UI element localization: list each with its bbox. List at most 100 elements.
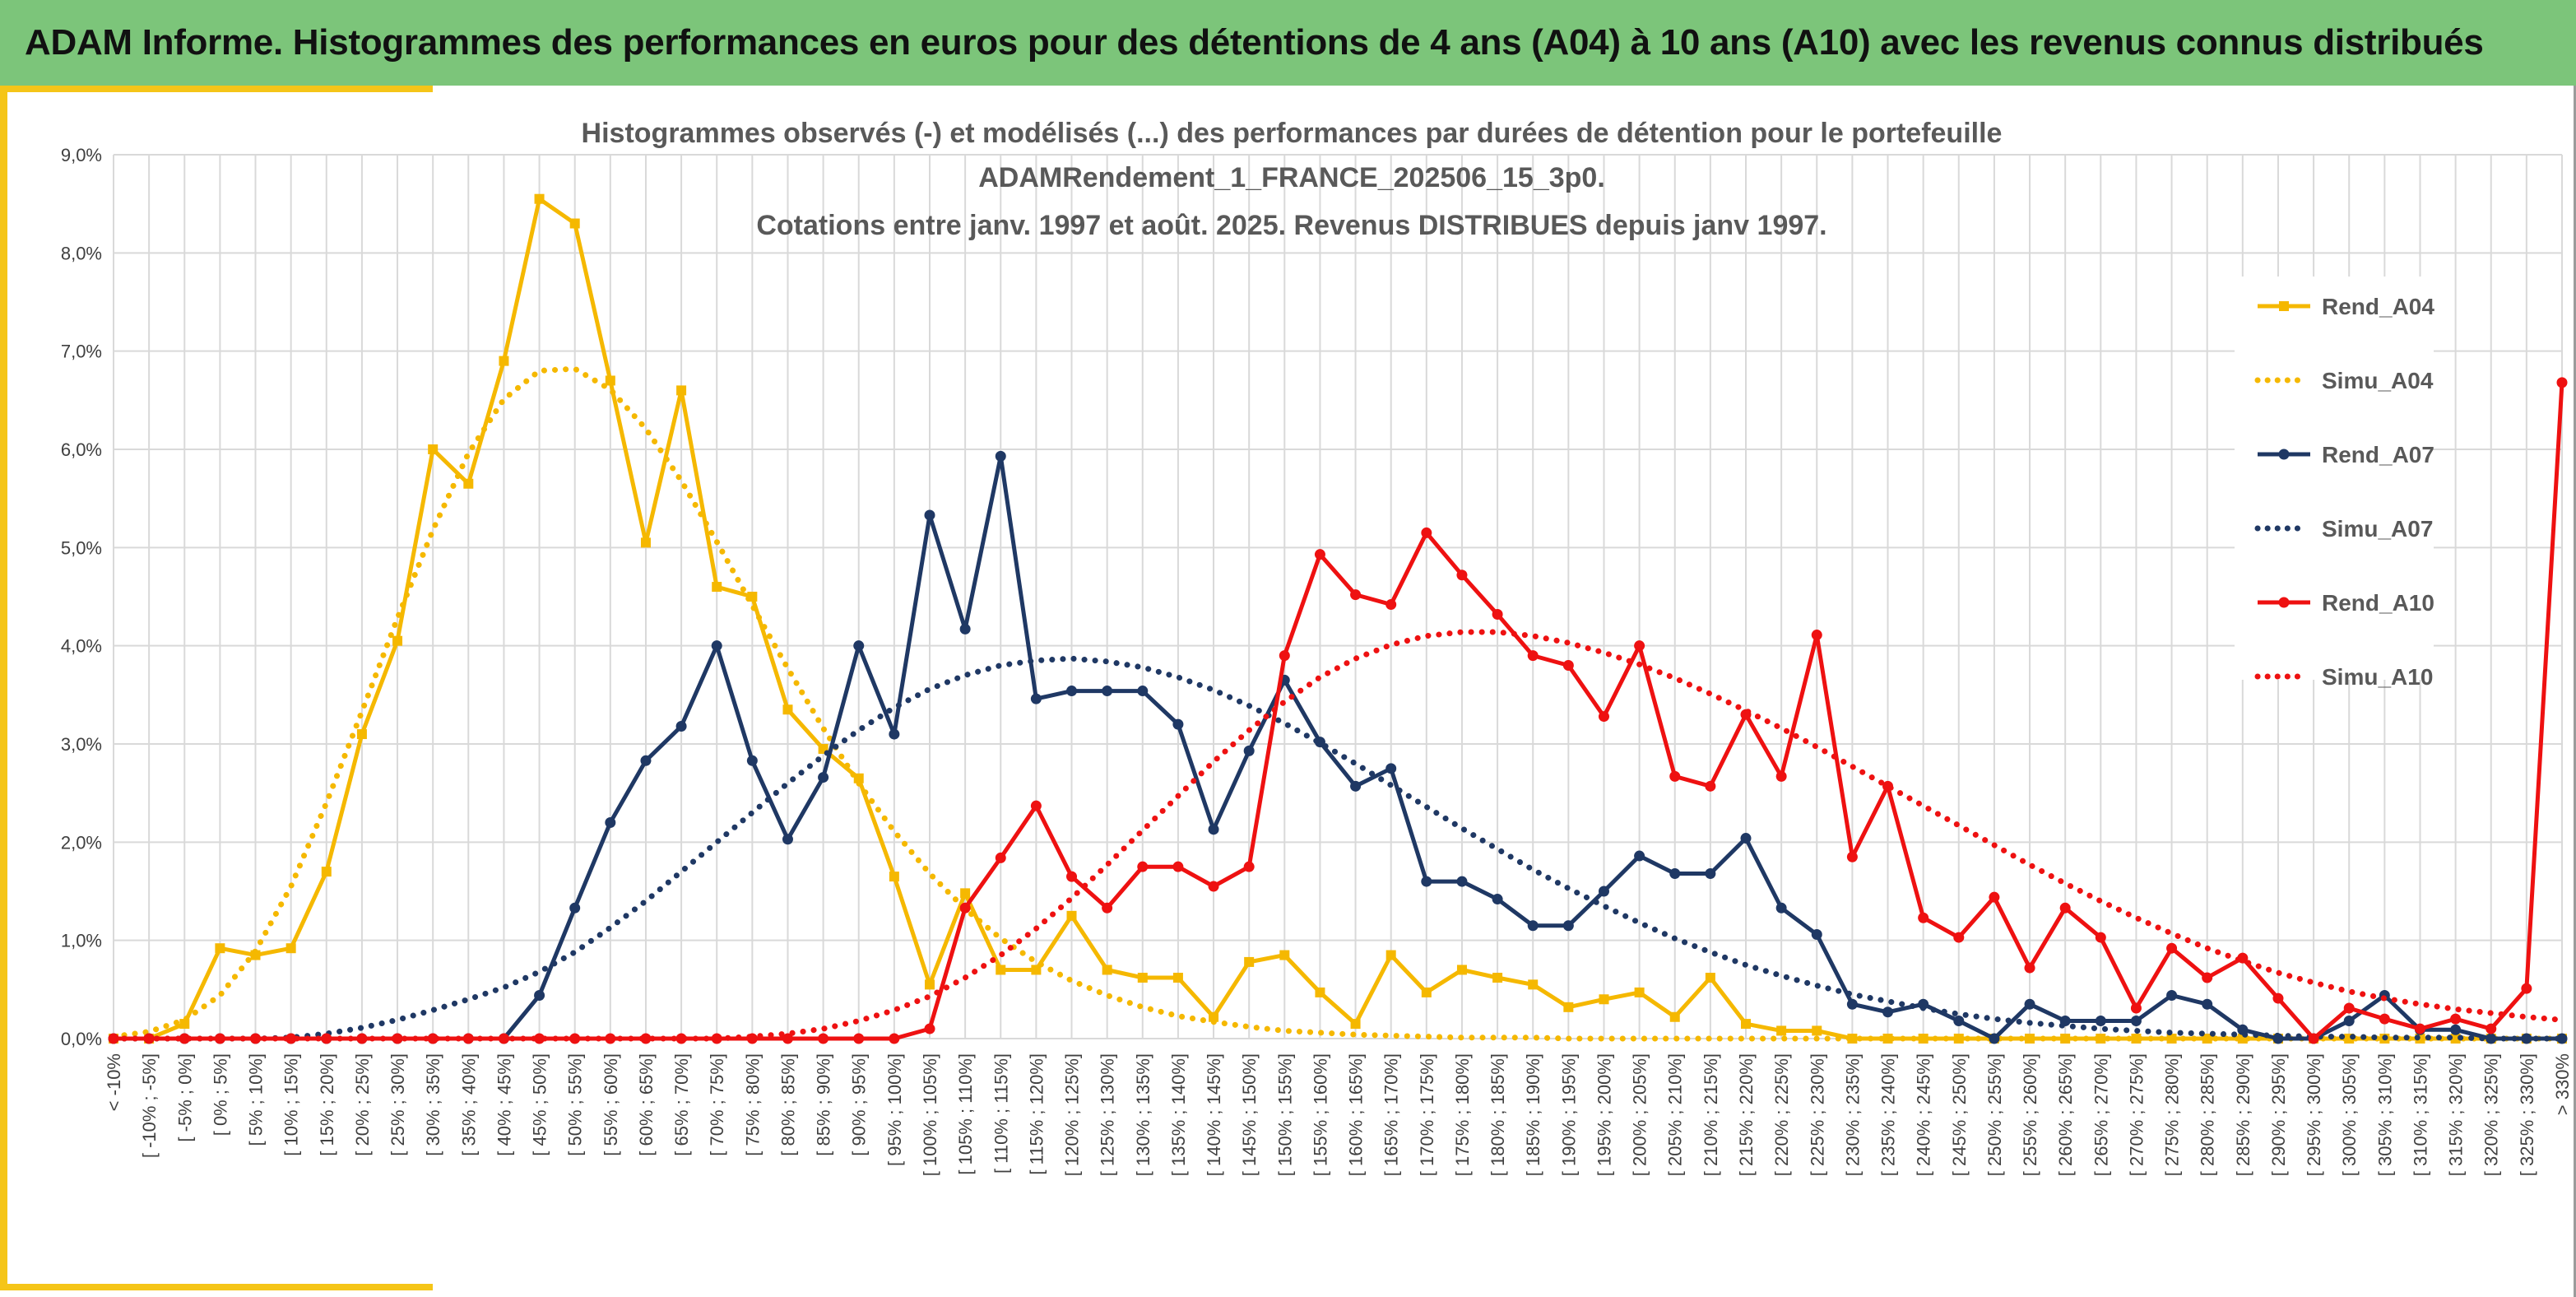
x-tick-label: [ 215% ; 220%] [1736, 1053, 1757, 1176]
series-line-Simu_A04 [110, 365, 2565, 1042]
data-point [1562, 660, 1574, 672]
data-point [1350, 780, 1362, 792]
legend-item: Simu_A10 [2254, 664, 2433, 690]
data-point [1669, 868, 1681, 880]
accent-bar-bottom [0, 1284, 433, 1290]
data-point [1528, 979, 1539, 990]
x-tick-label: [ 200% ; 205%] [1630, 1053, 1650, 1176]
series-group [108, 193, 2568, 1044]
data-point [1669, 770, 1681, 782]
series-line-Rend_A04 [114, 197, 2562, 1041]
data-point [2202, 972, 2213, 983]
data-point [640, 755, 652, 766]
data-point [640, 537, 651, 548]
data-point [959, 902, 971, 913]
y-tick-label: 9,0% [61, 145, 102, 165]
data-point [1243, 861, 1255, 872]
data-point [1172, 718, 1184, 730]
y-tick-label: 3,0% [61, 734, 102, 755]
data-point [2343, 1002, 2355, 1014]
data-point [2485, 1023, 2497, 1034]
data-point [2272, 993, 2284, 1004]
accent-bar-left [0, 86, 7, 1289]
legend-marker [2278, 597, 2290, 608]
x-tick-label: [ 180% ; 185%] [1488, 1053, 1508, 1176]
legend-label: Simu_A10 [2322, 664, 2433, 690]
data-point [2450, 1024, 2462, 1035]
legend-item: Rend_A07 [2258, 442, 2434, 467]
x-tick-label: [ 40% ; 45%] [494, 1053, 514, 1156]
data-point [215, 943, 225, 954]
data-point [605, 816, 616, 828]
data-point [605, 375, 615, 386]
data-point [1279, 650, 1290, 662]
x-tick-label: [ 90% ; 95%] [849, 1053, 870, 1156]
x-tick-label: [ 320% ; 325%] [2481, 1053, 2502, 1176]
series-Simu_A07 [110, 655, 2565, 1042]
x-tick-label: [ 95% ; 100%] [884, 1053, 905, 1166]
data-point [534, 193, 545, 204]
x-tick-label: [ 80% ; 85%] [777, 1053, 798, 1156]
data-point [1634, 850, 1645, 862]
chart-title-line-2: ADAMRendement_1_FRANCE_202506_15_3p0. [978, 162, 1605, 193]
x-tick-label: [ 75% ; 80%] [742, 1053, 763, 1156]
x-tick-label: [ -10% ; -5%] [139, 1053, 160, 1158]
data-point [2166, 942, 2178, 954]
data-point [995, 450, 1006, 462]
data-point [1776, 1025, 1787, 1036]
x-axis: < -10% [ -10% ; -5%] [ -5% ; 0%] [ 0% ; 5%]… [104, 1053, 2573, 1176]
data-point [1775, 770, 1787, 782]
legend-item: Simu_A07 [2254, 516, 2433, 542]
data-point [1846, 851, 1858, 862]
data-point [2308, 1033, 2319, 1044]
x-tick-label: > 330% [2552, 1053, 2573, 1115]
data-point [675, 721, 687, 732]
x-tick-label: [ 100% ; 105%] [920, 1053, 940, 1176]
data-point [1385, 763, 1397, 774]
data-point [2450, 1013, 2462, 1025]
data-point [1953, 1016, 1965, 1027]
series-Rend_A04 [109, 193, 2567, 1044]
data-point [1705, 868, 1716, 880]
legend-item: Simu_A04 [2254, 368, 2434, 393]
data-point [711, 640, 722, 652]
data-point [996, 965, 1006, 975]
data-point [1208, 824, 1219, 835]
data-point [2521, 983, 2532, 994]
data-point [712, 582, 722, 593]
legend-background [2235, 277, 2434, 680]
x-tick-label: [ 65% ; 70%] [671, 1053, 692, 1156]
x-tick-label: [ 5% ; 10%] [246, 1053, 267, 1146]
data-point [1102, 686, 1113, 697]
legend-label: Rend_A04 [2322, 294, 2434, 319]
data-point [853, 773, 864, 783]
data-point [1172, 861, 1184, 872]
data-point [1775, 902, 1787, 913]
data-point [2343, 1016, 2355, 1027]
data-point [640, 1033, 652, 1044]
x-tick-label: [ 310% ; 315%] [2410, 1053, 2430, 1176]
x-tick-label: [ 265% ; 270%] [2091, 1053, 2111, 1176]
x-tick-label: [ 325% ; 330%] [2517, 1053, 2537, 1176]
data-point [1102, 965, 1112, 975]
data-point [2095, 1016, 2106, 1027]
data-point [1598, 711, 1609, 723]
data-point [392, 635, 403, 646]
x-tick-label: [ 165% ; 170%] [1381, 1053, 1402, 1176]
x-tick-label: [ 120% ; 125%] [1062, 1053, 1083, 1176]
data-point [1811, 630, 1822, 641]
x-tick-label: [ 235% ; 240%] [1878, 1053, 1899, 1176]
data-point [1492, 973, 1503, 983]
data-point [1137, 973, 1148, 983]
data-point [1989, 891, 2000, 903]
data-point [1208, 881, 1219, 892]
data-point [1244, 956, 1255, 967]
data-point [1492, 608, 1503, 620]
data-point [1705, 780, 1716, 792]
data-point [853, 1033, 865, 1044]
data-point [2130, 1002, 2142, 1014]
x-tick-label: [ 145% ; 150%] [1239, 1053, 1260, 1176]
series-line-Simu_A10 [110, 629, 2565, 1042]
page-title: ADAM Informe. Histogrammes des performan… [25, 22, 2484, 63]
